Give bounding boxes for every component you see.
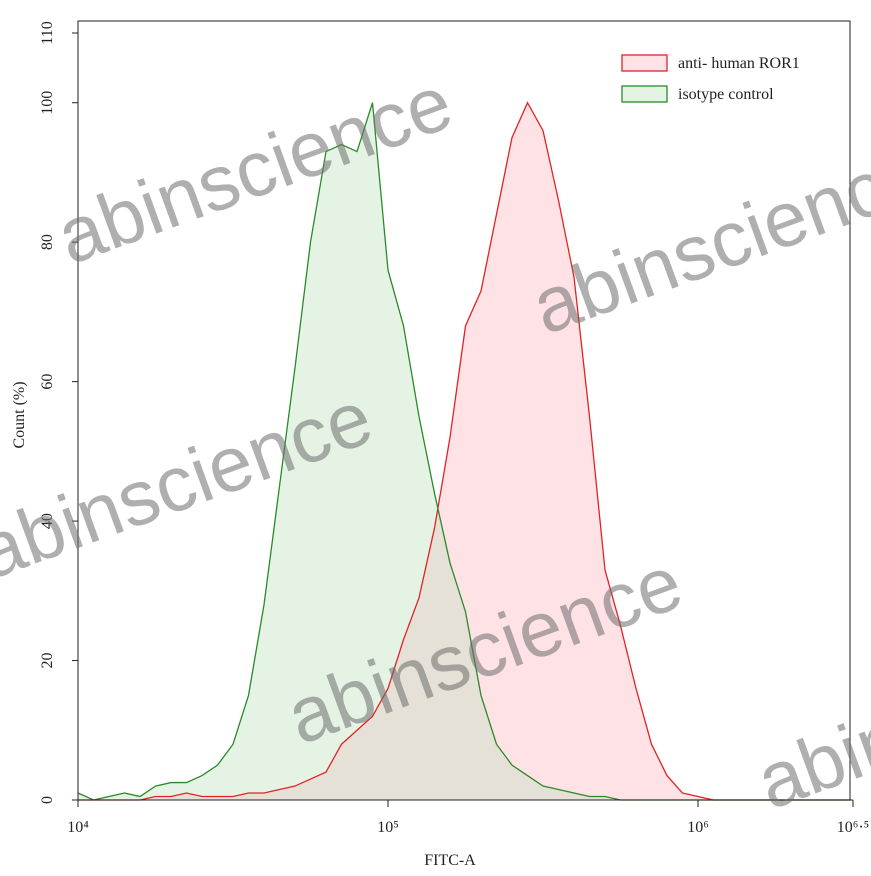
x-tick-label: 10⁵ [377,819,399,836]
y-tick-label: 20 [39,653,56,669]
legend-label: anti- human ROR1 [678,55,800,72]
y-tick-label: 60 [39,374,56,390]
x-tick-label: 10⁶·⁵ [837,819,869,836]
x-axis-label: FITC-A [424,852,476,869]
y-tick-label: 0 [39,796,56,804]
legend-swatch [621,85,668,103]
x-tick-label: 10⁶ [687,819,709,836]
y-tick-label: 110 [39,21,56,44]
watermark: abinscience [746,602,871,826]
x-tick-label: 10⁴ [67,819,89,836]
watermark: abinscience [46,57,463,281]
y-tick-label: 40 [39,513,56,529]
y-axis-label: Count (%) [11,381,28,448]
watermark: abinscience [521,127,871,351]
legend-label: isotype control [678,86,774,103]
legend-swatch [621,54,668,72]
y-tick-label: 80 [39,234,56,250]
y-tick-label: 100 [39,91,56,115]
plot-frame [77,20,851,801]
area-fill [78,102,853,800]
area-fill [78,102,853,800]
